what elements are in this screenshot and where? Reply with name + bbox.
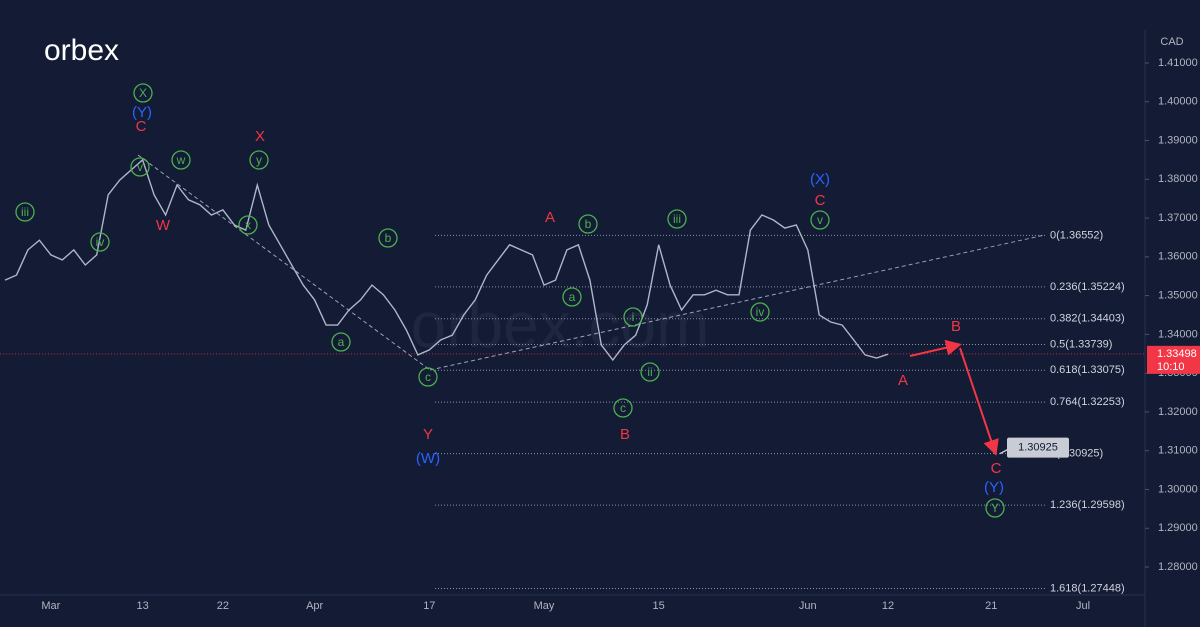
- wave-label: Y: [423, 426, 433, 443]
- wave-circle: [133, 83, 153, 103]
- target-label: 1.30925: [1018, 442, 1058, 454]
- y-tick-label: 1.36000: [1158, 251, 1198, 263]
- wave-label: A: [898, 372, 908, 389]
- y-tick-label: 1.41000: [1158, 57, 1198, 69]
- wave-label: v: [137, 160, 143, 174]
- fib-label: 0.618(1.33075): [1050, 364, 1125, 376]
- y-tick-label: 1.39000: [1158, 134, 1198, 146]
- wave-circle: [667, 209, 687, 229]
- wave-circle: [623, 307, 643, 327]
- wave-label: iv: [756, 305, 765, 319]
- wave-circle: [613, 398, 633, 418]
- wave-label: w: [176, 153, 186, 167]
- wave-label: b: [385, 231, 392, 245]
- wave-circle: [640, 362, 660, 382]
- fib-label: 0.764(1.32253): [1050, 396, 1125, 408]
- wave-label: iv: [96, 235, 105, 249]
- wave-circle: [418, 367, 438, 387]
- y-tick-label: 1.38000: [1158, 173, 1198, 185]
- fib-label: 0.236(1.35224): [1050, 281, 1125, 293]
- logo: orbex: [44, 34, 119, 67]
- x-tick-label: Apr: [306, 600, 323, 612]
- wave-circle: [378, 228, 398, 248]
- wave-label: v: [817, 213, 823, 227]
- wave-label: W: [156, 217, 171, 234]
- countdown-label: 10:10: [1157, 361, 1185, 373]
- x-tick-label: May: [534, 600, 555, 612]
- wave-label: c: [425, 370, 431, 384]
- wave-label: A: [545, 209, 555, 226]
- wave-label: c: [620, 401, 626, 415]
- y-tick-label: 1.35000: [1158, 290, 1198, 302]
- y-tick-label: 1.32000: [1158, 406, 1198, 418]
- fib-label: 1.618(1.27448): [1050, 582, 1125, 594]
- wave-circle: [249, 150, 269, 170]
- x-tick-label: 21: [985, 600, 997, 612]
- wave-circle: [171, 150, 191, 170]
- current-price-box: [1147, 345, 1200, 374]
- wave-circle: [578, 214, 598, 234]
- wave-label: a: [569, 290, 576, 304]
- wave-label: i: [632, 310, 635, 324]
- wave-label: Y: [991, 501, 999, 515]
- wave-label: B: [620, 426, 630, 443]
- x-tick-label: Mar: [41, 600, 60, 612]
- wave-circle: [90, 232, 110, 252]
- wave-label: iii: [21, 205, 29, 219]
- x-tick-label: Jun: [799, 600, 817, 612]
- currency: CAD: [1160, 36, 1183, 48]
- y-tick-label: 1.29000: [1158, 522, 1198, 534]
- fib-label: 1.236(1.29598): [1050, 499, 1125, 511]
- wave-label: C: [136, 118, 147, 135]
- wave-label: (X): [810, 171, 830, 188]
- y-tick-label: 1.34000: [1158, 328, 1198, 340]
- wave-circle: [562, 287, 582, 307]
- wave-label: B: [951, 318, 961, 335]
- x-tick-label: 17: [423, 600, 435, 612]
- x-tick-label: 13: [136, 600, 148, 612]
- wave-label: b: [585, 217, 592, 231]
- x-tick-label: 12: [882, 600, 894, 612]
- x-tick-label: 22: [217, 600, 229, 612]
- wave-circle: [331, 332, 351, 352]
- projection-arrow: [959, 347, 999, 456]
- wave-label: (W): [416, 450, 440, 467]
- fib-label: 0(1.36552): [1050, 229, 1103, 241]
- fib-label: 0.382(1.34403): [1050, 313, 1125, 325]
- wave-circle: [810, 210, 830, 230]
- wave-label: X: [255, 128, 265, 145]
- wave-label: C: [815, 192, 826, 209]
- wave-label: a: [338, 335, 345, 349]
- y-tick-label: 1.28000: [1158, 561, 1198, 573]
- y-tick-label: 1.30000: [1158, 483, 1198, 495]
- wave-label: x: [245, 218, 251, 232]
- trend-line: [137, 154, 431, 371]
- wave-circle: [15, 202, 35, 222]
- wave-label: (Y): [984, 479, 1004, 496]
- current-price-label: 1.33498: [1157, 348, 1197, 360]
- price-line: [4, 158, 889, 362]
- y-tick-label: 1.31000: [1158, 445, 1198, 457]
- wave-circle: [985, 498, 1005, 518]
- fib-label: 0.5(1.33739): [1050, 338, 1112, 350]
- y-tick-label: 1.40000: [1158, 96, 1198, 108]
- projection-arrow: [909, 339, 962, 357]
- wave-circle: [130, 157, 150, 177]
- wave-label: y: [256, 153, 262, 167]
- y-tick-label: 1.37000: [1158, 212, 1198, 224]
- wave-circle: [238, 215, 258, 235]
- x-tick-label: Jul: [1076, 600, 1090, 612]
- x-tick-label: 15: [653, 600, 665, 612]
- wave-circle: [750, 302, 770, 322]
- wave-label: (Y): [132, 104, 152, 121]
- wave-label: ii: [647, 365, 652, 379]
- wave-label: C: [991, 460, 1002, 477]
- watermark: orbex.com: [411, 289, 710, 361]
- wave-label: iii: [673, 212, 681, 226]
- wave-label: X: [139, 86, 147, 100]
- target-box: [1007, 437, 1069, 458]
